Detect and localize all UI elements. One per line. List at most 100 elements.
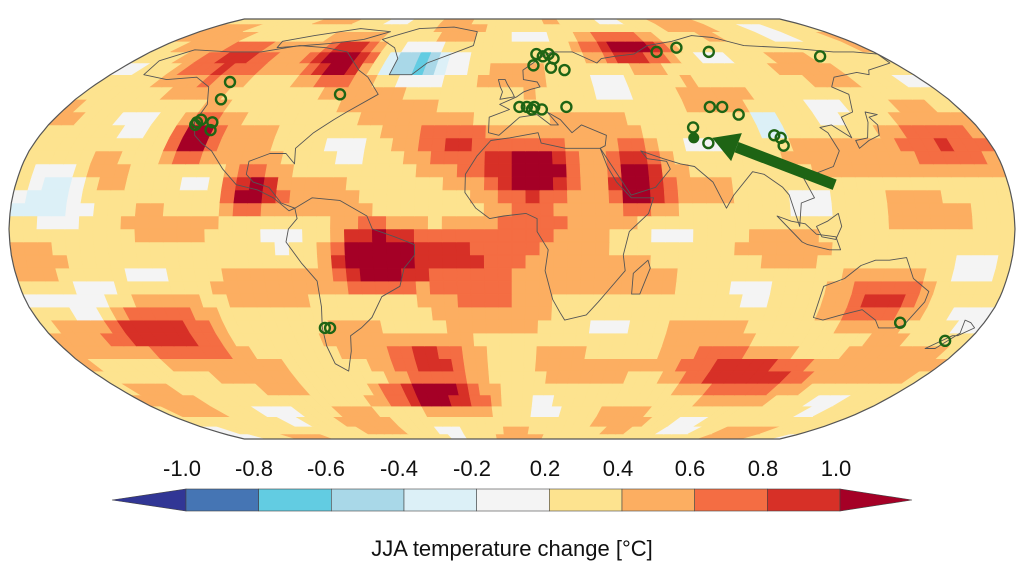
anomaly-cell (469, 215, 485, 230)
anomaly-cell (679, 228, 694, 243)
anomaly-cell (375, 19, 395, 25)
anomaly-cell (485, 23, 497, 32)
anomaly-cell (499, 345, 513, 359)
anomaly-cell (484, 306, 500, 321)
anomaly-cell (428, 267, 444, 282)
anomaly-cell (653, 19, 673, 25)
anomaly-cell (316, 189, 333, 204)
anomaly-cell (407, 19, 424, 25)
anomaly-cell (456, 176, 472, 191)
anomaly-cell (786, 176, 803, 191)
anomaly-cell (553, 189, 568, 204)
anomaly-cell (984, 241, 1001, 256)
anomaly-cell (552, 280, 568, 295)
anomaly-cell (621, 267, 637, 282)
anomaly-cell (232, 241, 249, 256)
anomaly-cell (292, 280, 309, 295)
anomaly-cell (691, 189, 708, 204)
anomaly-cell (539, 176, 554, 191)
colorbar-high-extend (839, 488, 913, 512)
anomaly-cell (525, 293, 540, 308)
anomaly-cell (534, 358, 549, 372)
anomaly-cell (92, 215, 108, 230)
anomaly-cell (233, 254, 250, 269)
anomaly-cell (476, 370, 491, 384)
anomaly-cell (471, 19, 483, 25)
site-marker (206, 116, 219, 129)
anomaly-cell (330, 215, 345, 230)
anomaly-cell (66, 189, 84, 204)
anomaly-cell (321, 150, 338, 165)
anomaly-cell (490, 51, 503, 64)
anomaly-cell (525, 215, 541, 230)
land-australia (812, 257, 930, 329)
anomaly-cell (942, 202, 959, 217)
anomaly-cell (623, 215, 639, 230)
anomaly-cell (706, 228, 722, 243)
anomaly-cell (636, 202, 652, 217)
anomaly-cell (775, 202, 792, 217)
anomaly-cell (566, 280, 581, 295)
anomaly-cell (136, 254, 153, 269)
colorbar-bin (694, 488, 768, 512)
anomaly-cell (651, 215, 667, 230)
anomaly-cell (501, 51, 513, 64)
anomaly-cell (498, 150, 513, 165)
anomaly-cell (451, 86, 466, 100)
anomaly-cell (414, 254, 430, 269)
anomaly-cell (218, 202, 235, 217)
anomaly-cell (511, 215, 527, 230)
site-marker (702, 136, 715, 150)
anomaly-cell (485, 319, 500, 334)
site-marker (528, 100, 541, 114)
anomaly-cell (501, 41, 513, 53)
anomaly-cell (148, 241, 165, 256)
anomaly-cell (637, 228, 653, 243)
anomaly-cell (595, 202, 611, 217)
anomaly-cell (476, 74, 491, 88)
anomaly-cell (912, 189, 930, 204)
anomaly-cell (498, 306, 513, 321)
anomaly-cell (246, 215, 262, 230)
anomaly-cell (375, 150, 392, 165)
anomaly-cell (566, 267, 582, 282)
anomaly-cell (916, 228, 932, 243)
colorbar-low-extend (111, 488, 187, 512)
anomaly-cell (455, 228, 471, 243)
anomaly-cell (746, 254, 763, 269)
anomaly-cell (330, 254, 347, 269)
anomaly-cell (456, 163, 472, 178)
anomaly-cell (930, 215, 946, 230)
anomaly-cell (9, 202, 26, 217)
anomaly-cell (260, 202, 276, 217)
anomaly-cell (260, 215, 276, 230)
anomaly-cell (93, 202, 110, 217)
anomaly-cell (260, 241, 276, 256)
anomaly-cell (674, 163, 691, 178)
anomaly-cell (357, 215, 373, 230)
anomaly-cell (550, 124, 566, 139)
anomaly-cell (359, 176, 376, 191)
anomaly-cell (873, 202, 890, 217)
anomaly-cell (703, 267, 720, 282)
anomaly-cell (802, 189, 819, 204)
anomaly-cell (484, 293, 499, 308)
anomaly-cell (524, 137, 540, 152)
anomaly-cell (502, 31, 513, 42)
anomaly-cell (581, 228, 597, 243)
anomaly-cell (485, 124, 500, 139)
anomaly-cell (415, 163, 431, 178)
anomaly-cell (944, 215, 960, 230)
anomaly-cell (345, 267, 362, 282)
anomaly-cell (546, 358, 561, 372)
anomaly-cell (553, 202, 569, 217)
anomaly-cell (524, 319, 539, 334)
anomaly-cell (190, 241, 207, 256)
anomaly-cell (497, 215, 513, 230)
anomaly-cell (712, 19, 736, 25)
anomaly-cell (406, 124, 423, 139)
anomaly-cell (485, 332, 500, 347)
anomaly-cell (406, 319, 423, 334)
anomaly-cell (419, 319, 436, 334)
anomaly-cell (887, 241, 904, 256)
